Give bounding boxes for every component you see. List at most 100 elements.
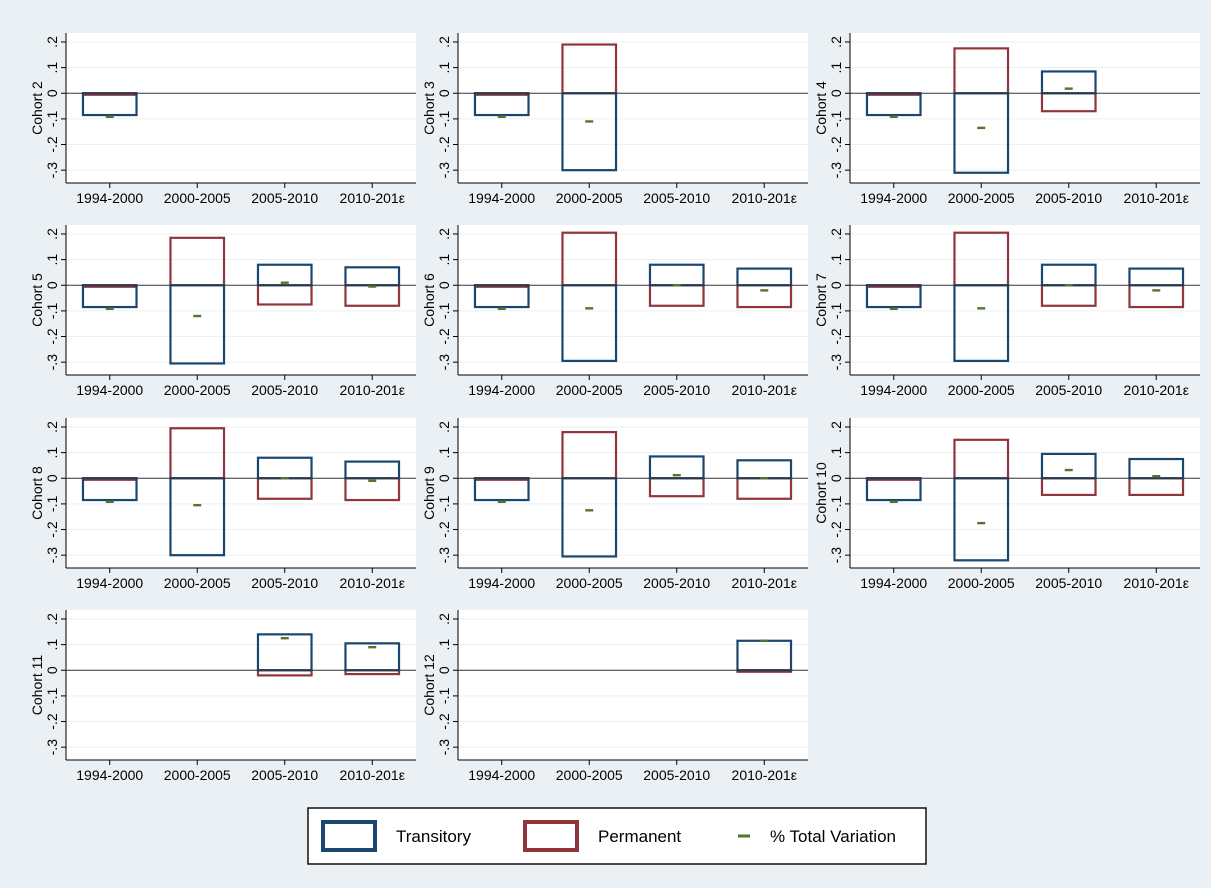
y-tick-label: .1 [44,62,60,74]
y-tick-label: 0 [436,666,452,674]
legend-box [307,807,927,865]
plot-area [66,610,416,760]
x-tick-label: 2000-2005 [948,575,1015,591]
plot-area [850,225,1200,375]
x-tick-label: 1994-2000 [860,575,927,591]
y-tick-label: -.1 [44,303,60,320]
x-tick-label: 2010-201ε [1124,190,1189,206]
cohort-label: Cohort 12 [421,654,437,716]
x-tick-label: 2000-2005 [164,382,231,398]
x-tick-label: 2000-2005 [164,190,231,206]
y-tick-label: .1 [828,62,844,74]
y-tick-label: .2 [828,36,844,48]
y-tick-label: -.2 [44,521,60,538]
x-tick-label: 2005-2010 [1035,190,1102,206]
y-tick-label: -.3 [436,354,452,371]
plot-area [66,225,416,375]
y-tick-label: .1 [44,639,60,651]
cohort-label: Cohort 6 [421,273,437,327]
cohort-panel: .2 .1 0 -.1 -.2 -.3 Cohort 8 1994-2000 2000-2005… [29,418,416,591]
y-tick-label: 0 [828,474,844,482]
y-tick-label: .2 [436,421,452,433]
x-tick-label: 1994-2000 [76,767,143,783]
x-tick-label: 2005-2010 [1035,575,1102,591]
y-tick-label: .2 [44,613,60,625]
y-tick-label: 0 [44,89,60,97]
y-tick-label: .2 [44,421,60,433]
x-tick-label: 2005-2010 [643,190,710,206]
panels-group: .2 .1 0 -.1 -.2 -.3 Cohort 2 1994-2000 2000-2005… [29,33,1200,783]
cohort-panel: .2 .1 0 -.1 -.2 -.3 Cohort 5 1994-2000 2000-2005… [29,225,416,398]
y-tick-label: -.2 [436,713,452,730]
y-tick-label: -.1 [828,111,844,128]
x-tick-label: 2005-2010 [1035,382,1102,398]
cohort-panel: .2 .1 0 -.1 -.2 -.3 Cohort 6 1994-2000 2000-2005… [421,225,808,398]
x-tick-label: 2010-201ε [340,767,405,783]
cohort-label: Cohort 4 [813,81,829,135]
y-tick-label: 0 [44,474,60,482]
cohort-panel: .2 .1 0 -.1 -.2 -.3 Cohort 2 1994-2000 2000-2005… [29,33,416,206]
legend-label-total: % Total Variation [770,827,896,846]
y-tick-label: -.3 [436,739,452,756]
x-tick-label: 2010-201ε [732,767,797,783]
cohort-label: Cohort 3 [421,81,437,135]
x-tick-label: 2000-2005 [556,190,623,206]
plot-area [66,33,416,183]
y-tick-label: .2 [436,228,452,240]
legend: Transitory Permanent % Total Variation [307,807,927,865]
cohort-panel: .2 .1 0 -.1 -.2 -.3 Cohort 11 1994-2000 2000-200… [29,610,416,783]
y-tick-label: -.3 [828,354,844,371]
y-tick-label: .2 [436,613,452,625]
y-tick-label: -.3 [44,354,60,371]
y-tick-label: 0 [44,666,60,674]
legend-label-permanent: Permanent [598,827,681,846]
cohort-panel: .2 .1 0 -.1 -.2 -.3 Cohort 12 1994-2000 2000-200… [421,610,808,783]
y-tick-label: -.1 [828,303,844,320]
y-tick-label: .2 [44,228,60,240]
x-tick-label: 2000-2005 [164,767,231,783]
legend-key-permanent [523,820,579,852]
y-tick-label: -.1 [44,688,60,705]
x-tick-label: 2010-201ε [340,575,405,591]
y-tick-label: -.3 [436,162,452,179]
y-tick-label: .2 [436,36,452,48]
y-tick-label: -.2 [44,713,60,730]
x-tick-label: 2000-2005 [948,382,1015,398]
cohort-label: Cohort 7 [813,273,829,327]
y-tick-label: -.1 [436,111,452,128]
cohort-panel: .2 .1 0 -.1 -.2 -.3 Cohort 4 1994-2000 2000-2005… [813,33,1200,206]
plot-area [850,418,1200,568]
x-tick-label: 2000-2005 [556,575,623,591]
cohort-label: Cohort 2 [29,81,45,135]
y-tick-label: 0 [44,281,60,289]
legend-label-transitory: Transitory [396,827,471,846]
cohort-label: Cohort 5 [29,273,45,327]
x-tick-label: 1994-2000 [468,382,535,398]
cohort-panel: .2 .1 0 -.1 -.2 -.3 Cohort 10 1994-2000 2000-200… [813,418,1200,591]
x-tick-label: 1994-2000 [76,382,143,398]
y-tick-label: .1 [436,62,452,74]
x-tick-label: 2005-2010 [643,382,710,398]
x-tick-label: 1994-2000 [468,767,535,783]
y-tick-label: -.3 [828,162,844,179]
x-tick-label: 2010-201ε [732,382,797,398]
x-tick-label: 2005-2010 [251,575,318,591]
y-tick-label: -.3 [44,739,60,756]
y-tick-label: -.3 [436,547,452,564]
plot-area [458,610,808,760]
y-tick-label: -.2 [828,328,844,345]
y-tick-label: .1 [828,254,844,266]
y-tick-label: .1 [436,254,452,266]
y-tick-label: .1 [44,254,60,266]
x-tick-label: 1994-2000 [76,575,143,591]
x-tick-label: 2000-2005 [556,767,623,783]
y-tick-label: -.2 [44,328,60,345]
plot-area [458,418,808,568]
y-tick-label: -.2 [828,136,844,153]
y-tick-label: .2 [828,421,844,433]
legend-key-transitory [321,820,377,852]
y-tick-label: .1 [436,639,452,651]
cohort-label: Cohort 8 [29,466,45,520]
cohort-panel: .2 .1 0 -.1 -.2 -.3 Cohort 3 1994-2000 2000-2005… [421,33,808,206]
